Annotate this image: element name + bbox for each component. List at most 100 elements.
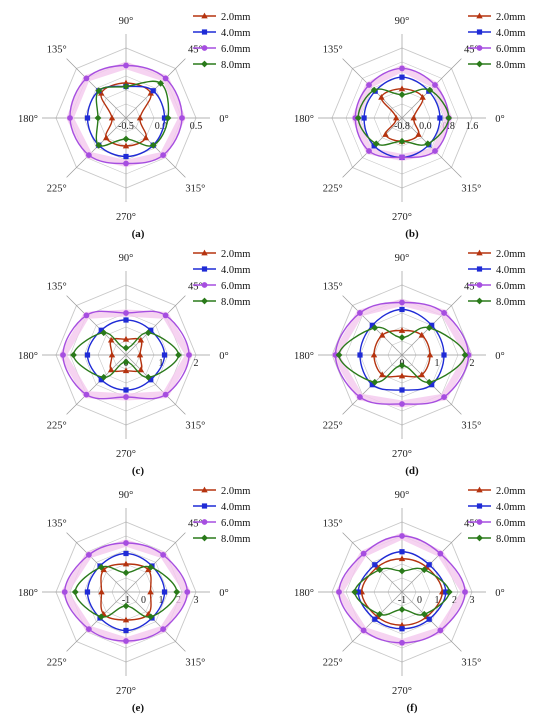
data-point-8-0mm [420, 610, 428, 618]
legend: 2.0mm 4.0mm 6.0mm 8.0mm [468, 12, 525, 71]
data-point-2-0mm [136, 351, 144, 358]
data-point-6-0mm [160, 626, 167, 633]
data-point-6-0mm [465, 352, 472, 358]
angle-label: 270° [392, 686, 412, 697]
radial-tick-label: -0.5 [118, 121, 134, 132]
angle-label: 0° [495, 588, 504, 599]
data-point-8-0mm [70, 351, 77, 359]
angle-label: 0° [219, 351, 228, 362]
radar-panel-f: 0° 45° 90° 135° 180° 225° 270° 315° -1 0 1 2 3 (f) 2.0… [294, 486, 525, 714]
data-point-8-0mm [95, 141, 103, 149]
data-point-4-0mm [357, 352, 363, 358]
legend-label: 6.0mm [496, 281, 525, 292]
data-point-8-0mm [94, 114, 102, 122]
data-point-4-0mm [161, 589, 168, 595]
data-point-2-0mm [142, 134, 149, 141]
data-point-4-0mm [399, 74, 405, 80]
legend-label: 2.0mm [496, 249, 525, 260]
data-point-8-0mm [372, 140, 380, 148]
data-point-6-0mm [432, 82, 438, 88]
data-point-4-0mm [84, 589, 91, 595]
data-point-2-0mm [398, 327, 406, 333]
data-point-6-0mm [462, 589, 468, 595]
angle-label: 315° [185, 657, 205, 668]
data-point-8-0mm [100, 329, 108, 337]
data-point-2-0mm [418, 331, 425, 338]
angle-label: 315° [461, 657, 481, 668]
data-point-8-0mm [122, 344, 130, 352]
data-point-6-0mm [441, 310, 447, 316]
legend-label: 2.0mm [221, 249, 250, 260]
legend-label: 4.0mm [221, 502, 250, 513]
legend-label: 6.0mm [221, 518, 250, 529]
legend-label: 8.0mm [496, 60, 525, 71]
angle-label: 90° [395, 253, 410, 264]
data-point-8-0mm [335, 351, 343, 359]
data-point-6-0mm [179, 115, 185, 121]
data-point-8-0mm [354, 114, 362, 122]
radar-panel-a: 0° 45° 90° 135° 180° 225° 270° 315° -0.5 0.0 0.5 (a… [18, 12, 250, 240]
data-point-2-0mm [136, 114, 144, 121]
angle-label: 315° [461, 420, 481, 431]
data-point-8-0mm [122, 569, 130, 577]
radial-tick-label: 1 [435, 595, 440, 606]
angle-label: 180° [294, 351, 314, 362]
angle-label: 45° [188, 519, 203, 530]
data-point-4-0mm [148, 327, 154, 333]
data-point-8-0mm [147, 613, 155, 621]
angle-label: 135° [47, 519, 67, 530]
legend-marker [201, 534, 208, 542]
data-point-6-0mm [399, 154, 405, 161]
legend-label: 6.0mm [221, 44, 250, 55]
data-point-2-0mm [410, 114, 417, 121]
legend-label: 2.0mm [221, 12, 250, 23]
legend-marker [476, 29, 483, 35]
data-point-2-0mm [382, 131, 389, 137]
data-point-4-0mm [371, 143, 377, 149]
data-point-8-0mm [175, 351, 182, 359]
data-point-6-0mm [441, 394, 447, 400]
data-point-4-0mm [123, 550, 129, 557]
data-point-6-0mm [399, 533, 405, 539]
data-point-8-0mm [420, 566, 428, 574]
data-point-8-0mm [425, 378, 433, 386]
radial-tick-label: 0.0 [419, 121, 432, 132]
panel-label: (f) [407, 702, 418, 714]
data-point-2-0mm [415, 131, 422, 137]
angle-label: 270° [392, 449, 412, 460]
data-point-8-0mm [97, 613, 105, 621]
data-point-4-0mm [123, 153, 129, 160]
data-point-8-0mm [71, 588, 79, 596]
legend-marker [201, 297, 208, 305]
radial-tick-label: 0.5 [190, 121, 203, 132]
angle-label: 45° [188, 45, 203, 56]
data-point-6-0mm [83, 75, 90, 82]
legend-marker [201, 282, 208, 288]
data-point-8-0mm [371, 378, 379, 386]
data-point-6-0mm [123, 638, 129, 644]
legend-label: 6.0mm [221, 281, 250, 292]
data-point-2-0mm [145, 566, 152, 573]
data-point-2-0mm [147, 588, 154, 595]
radial-tick-label: 0.0 [155, 121, 168, 132]
angle-label: 135° [323, 519, 343, 530]
data-point-8-0mm [398, 137, 406, 145]
data-point-8-0mm [351, 588, 359, 596]
data-point-8-0mm [376, 610, 384, 618]
legend-marker [476, 12, 483, 19]
legend-marker [201, 249, 208, 256]
legend-marker [201, 486, 208, 493]
data-point-8-0mm [95, 87, 103, 95]
radial-tick-label: -1 [398, 595, 406, 606]
radar-panel-b: 0°45°90°135°180°225°270°315°-0.8 0.0 0.8 1.… [294, 12, 525, 240]
data-point-6-0mm [123, 394, 129, 400]
data-point-4-0mm [123, 387, 129, 393]
data-point-4-0mm [98, 327, 104, 333]
data-point-2-0mm [137, 366, 145, 373]
data-point-2-0mm [398, 372, 406, 379]
data-point-6-0mm [336, 589, 342, 595]
spoke-line [125, 532, 186, 593]
radial-tick-label: 0 [141, 595, 146, 606]
data-point-6-0mm [61, 589, 68, 595]
data-point-2-0mm [108, 114, 116, 121]
